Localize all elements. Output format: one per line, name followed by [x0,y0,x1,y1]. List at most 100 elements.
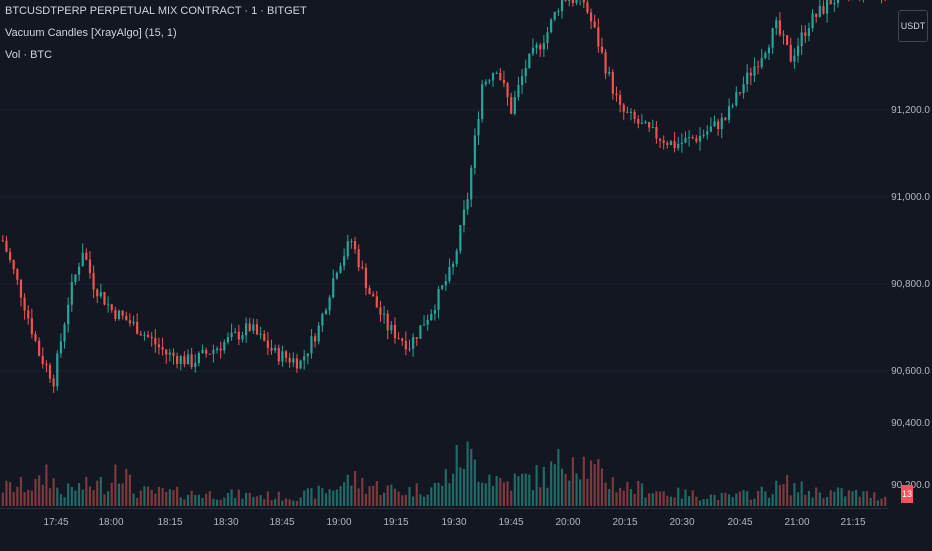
candle-body[interactable] [520,76,524,86]
candle-body[interactable] [59,341,63,354]
candle-body[interactable] [404,340,407,350]
candle-body[interactable] [510,97,513,114]
candle-body[interactable] [146,334,150,337]
candle-body[interactable] [571,0,574,4]
candle-body[interactable] [292,358,295,363]
candle-body[interactable] [448,266,451,282]
candle-body[interactable] [215,348,219,350]
candle-body[interactable] [277,347,280,362]
candle-body[interactable] [608,72,611,74]
candle-body[interactable] [789,45,792,62]
candle-body[interactable] [306,353,309,357]
candle-body[interactable] [63,324,66,342]
candle-body[interactable] [666,143,669,145]
candle-body[interactable] [234,331,237,333]
candle-body[interactable] [560,0,564,12]
candle-body[interactable] [263,333,266,341]
candle-body[interactable] [495,72,498,74]
candle-body[interactable] [372,294,375,297]
candle-body[interactable] [539,44,542,50]
candle-body[interactable] [368,288,371,295]
candle-body[interactable] [542,43,545,50]
candle-body[interactable] [179,356,182,364]
candle-body[interactable] [688,137,691,139]
candle-body[interactable] [303,356,306,361]
candle-body[interactable] [154,338,157,345]
candle-body[interactable] [107,304,110,306]
candle-body[interactable] [321,313,324,326]
candle-body[interactable] [568,0,571,1]
candle-body[interactable] [724,117,727,120]
candle-body[interactable] [45,363,48,366]
candle-body[interactable] [709,126,712,132]
candle-body[interactable] [680,142,683,144]
candle-body[interactable] [125,315,128,321]
candle-body[interactable] [655,126,658,139]
candle-body[interactable] [48,365,52,379]
candle-body[interactable] [825,0,829,14]
candle-body[interactable] [778,20,781,35]
candle-body[interactable] [1,240,4,242]
candle-body[interactable] [266,340,269,348]
candle-body[interactable] [600,46,604,53]
candle-body[interactable] [731,105,734,107]
candle-body[interactable] [717,121,720,130]
candle-body[interactable] [462,209,466,226]
candle-body[interactable] [19,279,23,298]
candle-body[interactable] [121,310,124,316]
candle-body[interactable] [270,347,273,351]
price-axis[interactable]: 91,200.0 91,000.0 90,800.0 90,600.0 90,4… [888,0,932,508]
candle-body[interactable] [473,135,476,168]
candle-body[interactable] [136,321,139,334]
candle-body[interactable] [633,111,636,120]
candle-body[interactable] [604,52,607,74]
candle-body[interactable] [822,6,825,14]
candle-body[interactable] [546,32,549,44]
candle-body[interactable] [183,356,186,365]
candle-body[interactable] [284,351,288,358]
candle-body[interactable] [535,44,538,48]
candle-body[interactable] [637,119,640,124]
candle-body[interactable] [648,122,651,128]
candle-body[interactable] [836,0,840,3]
candle-body[interactable] [386,313,389,331]
candle-body[interactable] [237,331,240,340]
candle-body[interactable] [99,292,102,297]
candle-body[interactable] [622,104,625,112]
candle-body[interactable] [8,251,12,261]
candle-body[interactable] [375,296,378,308]
candle-body[interactable] [255,324,259,335]
candle-body[interactable] [702,134,705,136]
candle-body[interactable] [310,336,313,354]
candle-body[interactable] [793,55,796,62]
candle-body[interactable] [593,21,596,28]
candle-body[interactable] [85,252,88,260]
candle-body[interactable] [796,46,800,56]
candle-body[interactable] [357,249,360,268]
candle-body[interactable] [128,320,131,324]
candle-body[interactable] [550,19,553,33]
candle-body[interactable] [738,92,742,94]
candle-body[interactable] [34,334,37,341]
candle-body[interactable] [157,344,161,348]
candle-body[interactable] [582,0,585,3]
candle-body[interactable] [531,47,535,54]
candle-body[interactable] [513,97,516,114]
candle-body[interactable] [281,351,284,362]
candle-body[interactable] [343,256,346,266]
price-chart[interactable] [0,0,888,508]
candle-body[interactable] [488,80,491,82]
candle-body[interactable] [168,352,171,355]
candle-body[interactable] [30,318,33,335]
candle-body[interactable] [651,126,654,128]
candle-body[interactable] [691,137,694,139]
candle-body[interactable] [746,72,749,85]
candle-body[interactable] [611,72,614,94]
candle-body[interactable] [597,27,600,47]
candle-body[interactable] [760,58,763,67]
candle-body[interactable] [727,106,731,120]
candle-body[interactable] [720,117,723,130]
candle-body[interactable] [455,250,458,265]
candle-body[interactable] [451,264,455,267]
candle-body[interactable] [205,349,208,354]
